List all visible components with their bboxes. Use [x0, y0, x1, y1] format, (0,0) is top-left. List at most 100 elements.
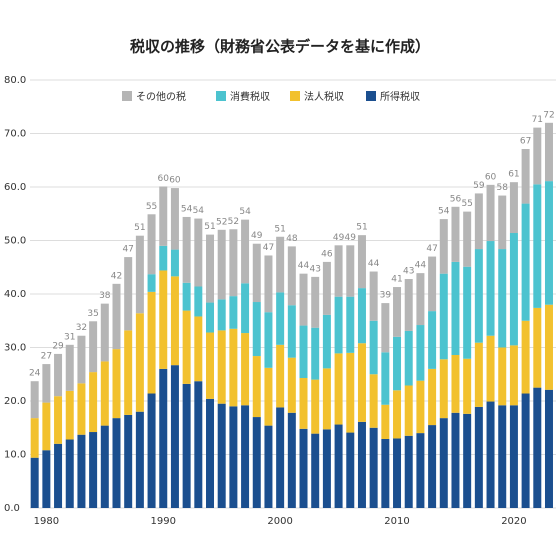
bar-segment	[252, 356, 261, 418]
legend-swatch	[216, 91, 226, 101]
bar-segment	[486, 401, 495, 508]
bar-segment	[451, 354, 460, 413]
total-label: 51	[356, 223, 367, 233]
bar-segment	[533, 307, 542, 388]
bar-segment	[229, 229, 238, 297]
total-label: 35	[87, 309, 98, 319]
bar-segment	[241, 333, 250, 406]
total-label: 24	[29, 369, 41, 379]
bar-segment	[77, 335, 86, 384]
bar-segment	[77, 434, 86, 508]
bar-segment	[217, 299, 226, 331]
bar-segment	[544, 304, 553, 390]
bar-segment	[357, 235, 366, 289]
bar-segment	[89, 372, 98, 433]
bar-segment	[346, 352, 355, 433]
total-label: 51	[274, 224, 285, 234]
bar-segment	[182, 282, 191, 311]
total-label: 54	[438, 207, 450, 217]
bar-segment	[393, 287, 402, 337]
bar-segment	[264, 312, 273, 368]
bar-segment	[486, 184, 495, 242]
bar-segment	[474, 342, 483, 407]
bar-segment	[428, 256, 437, 312]
bar-segment	[334, 424, 343, 508]
bar-segment	[346, 432, 355, 508]
total-label: 49	[345, 233, 357, 243]
bar-segment	[346, 296, 355, 353]
bar-segment	[474, 193, 483, 250]
bar-segment	[381, 303, 390, 353]
total-label: 43	[309, 264, 320, 274]
bar-segment	[357, 288, 366, 344]
bar-segment	[498, 347, 507, 406]
bar-segment	[65, 439, 74, 508]
bar-segment	[544, 181, 553, 305]
bar-segment	[346, 245, 355, 297]
bar-segment	[54, 353, 63, 397]
bar-segment	[252, 243, 261, 303]
bar-segment	[311, 327, 320, 380]
bar-segment	[100, 425, 109, 508]
bar-segment	[533, 184, 542, 308]
bar-segment	[393, 438, 402, 508]
legend-label: 所得税収	[380, 90, 420, 103]
bar-segment	[474, 406, 483, 508]
total-label: 51	[134, 223, 145, 233]
bar-segment	[206, 332, 215, 399]
bar-segment	[334, 353, 343, 425]
bar-segment	[381, 438, 390, 508]
bar-segment	[276, 407, 285, 508]
total-label: 52	[228, 217, 239, 227]
y-tick-label: 60.0	[4, 182, 26, 193]
total-label: 38	[99, 291, 111, 301]
bar-segment	[89, 321, 98, 373]
bar-segment	[299, 428, 308, 508]
bar-segment	[463, 413, 472, 508]
bar-segment	[206, 234, 215, 303]
bar-segment	[334, 296, 343, 354]
bar-segment	[404, 435, 413, 508]
bar-segment	[509, 345, 518, 406]
total-label: 47	[122, 245, 133, 255]
bar-segment	[30, 381, 39, 419]
total-label: 59	[473, 181, 485, 191]
total-label: 32	[76, 323, 87, 333]
bar-segment	[416, 380, 425, 434]
bar-segment	[159, 368, 168, 508]
total-label: 44	[368, 259, 380, 269]
x-tick-label: 1990	[151, 516, 176, 527]
total-label: 72	[543, 110, 554, 120]
bar-segment	[42, 402, 51, 451]
bar-segment	[509, 182, 518, 234]
bar-segment	[357, 343, 366, 422]
bar-segment	[194, 316, 203, 382]
total-label: 55	[146, 202, 157, 212]
bar-segment	[334, 245, 343, 297]
x-tick-label: 2000	[267, 516, 292, 527]
bar-segment	[100, 303, 109, 362]
bar-segment	[276, 344, 285, 408]
bar-segment	[170, 188, 179, 250]
bar-segment	[416, 273, 425, 326]
bar-segment	[287, 246, 296, 306]
bar-segment	[100, 361, 109, 426]
bar-segment	[252, 417, 261, 508]
total-label: 51	[204, 222, 215, 232]
bar-segment	[521, 203, 530, 321]
total-label: 49	[251, 231, 263, 241]
bar-segment	[65, 390, 74, 440]
bar-segment	[287, 357, 296, 413]
bar-segment	[112, 349, 121, 419]
bar-segment	[217, 330, 226, 404]
total-label: 54	[181, 204, 193, 214]
bar-segment	[498, 195, 507, 250]
total-label: 48	[286, 234, 298, 244]
bar-segment	[147, 274, 156, 292]
bar-segment	[311, 433, 320, 508]
bar-segment	[147, 214, 156, 275]
bar-segment	[170, 276, 179, 366]
bar-segment	[194, 286, 203, 317]
total-label: 47	[263, 243, 274, 253]
bar-segment	[521, 393, 530, 508]
